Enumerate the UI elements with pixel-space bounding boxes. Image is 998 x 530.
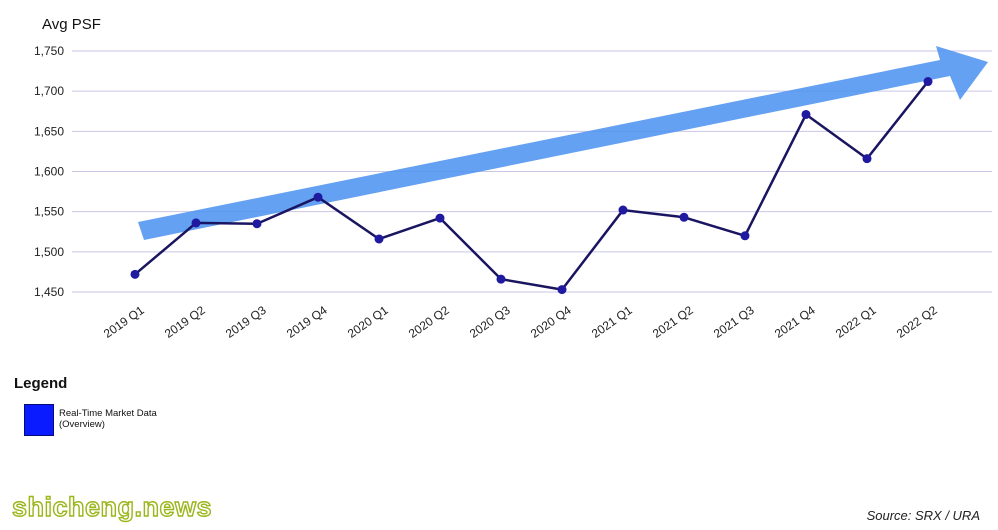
y-axis-label: Avg PSF [42, 16, 101, 33]
x-tick-label: 2021 Q4 [772, 303, 818, 341]
x-tick-label: 2022 Q2 [894, 303, 940, 341]
data-point [923, 77, 933, 87]
x-tick-label: 2019 Q2 [162, 303, 208, 341]
y-tick-label: 1,450 [34, 285, 64, 299]
x-tick-label: 2020 Q3 [467, 303, 513, 341]
data-point [801, 109, 811, 119]
y-tick-label: 1,750 [34, 44, 64, 58]
x-tick-label: 2020 Q1 [345, 303, 391, 341]
x-tick-labels: 2019 Q1 2019 Q2 2019 Q3 2019 Q4 2020 Q1 2020 … [101, 303, 940, 341]
legend-title: Legend [14, 375, 68, 392]
x-tick-label: 2021 Q2 [650, 303, 696, 341]
trend-arrow [138, 46, 988, 240]
trend-arrow-shape [138, 46, 988, 240]
source-note: Source: SRX / URA [866, 508, 980, 523]
data-point [435, 213, 445, 223]
data-point [252, 219, 262, 229]
data-point [557, 285, 567, 295]
x-tick-label: 2019 Q1 [101, 303, 147, 341]
data-point [679, 212, 689, 222]
y-tick-label: 1,600 [34, 165, 64, 179]
y-tick-label: 1,550 [34, 205, 64, 219]
data-point [191, 218, 201, 228]
x-tick-label: 2020 Q2 [406, 303, 452, 341]
data-point [740, 231, 750, 241]
x-tick-label: 2019 Q3 [223, 303, 269, 341]
y-tick-label: 1,700 [34, 84, 64, 98]
data-point [374, 234, 384, 244]
data-point [618, 205, 628, 215]
data-point [496, 274, 506, 284]
x-tick-label: 2020 Q4 [528, 303, 574, 341]
series-points [130, 77, 933, 295]
series-line-path [134, 80, 929, 291]
legend-label: Real-Time Market Data (Overview) [59, 408, 157, 430]
x-tick-label: 2021 Q3 [711, 303, 757, 341]
series-line [134, 80, 929, 291]
y-tick-label: 1,500 [34, 245, 64, 259]
data-point [313, 192, 323, 202]
watermark-logo: shicheng.news [11, 491, 213, 522]
x-tick-label: 2019 Q4 [284, 303, 330, 341]
y-tick-label: 1,650 [34, 124, 64, 138]
x-tick-label: 2021 Q1 [589, 303, 635, 341]
x-tick-label: 2022 Q1 [833, 303, 879, 341]
data-point [862, 154, 872, 164]
y-tick-labels: 1,750 1,700 1,650 1,600 1,550 1,500 1,450 [34, 44, 64, 299]
data-point [130, 269, 140, 279]
legend-swatch [24, 404, 54, 436]
